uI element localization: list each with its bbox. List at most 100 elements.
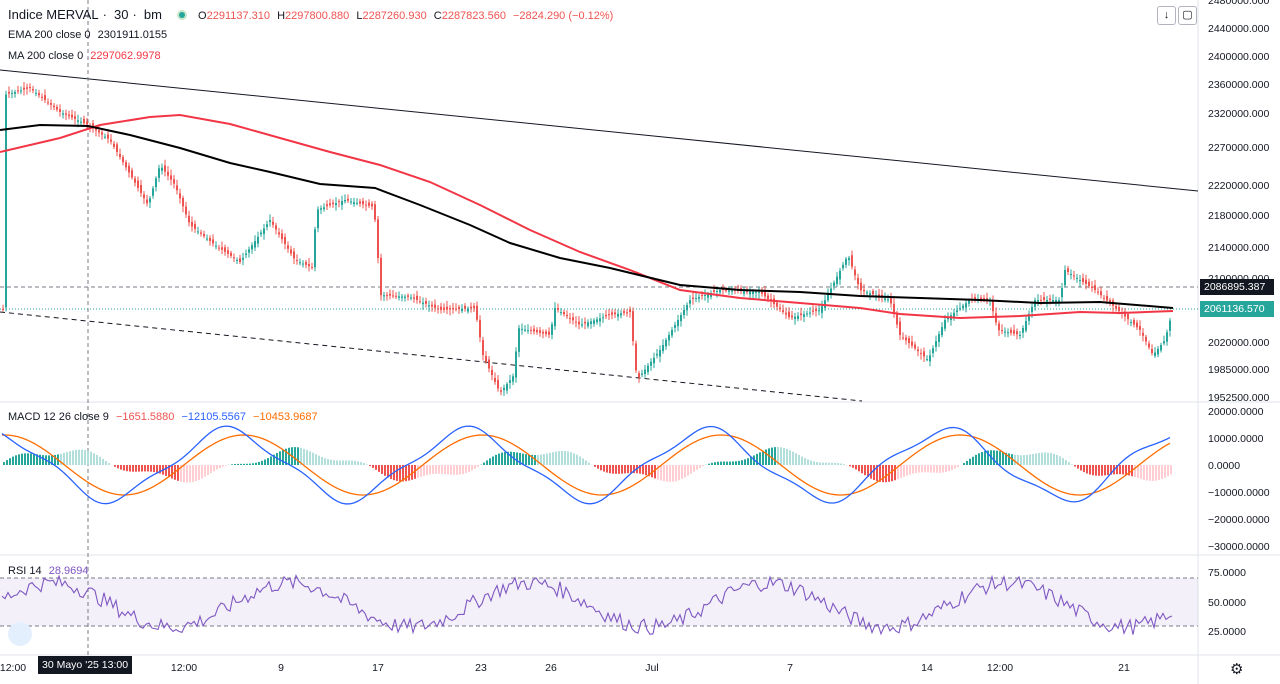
macd-histogram-bar: [879, 465, 881, 482]
candle-body: [71, 114, 73, 118]
macd-histogram-bar: [306, 449, 308, 465]
candle-body: [665, 340, 667, 347]
macd-axis-label: −20000.0000: [1208, 514, 1270, 526]
candle-body: [146, 199, 148, 204]
macd-histogram-bar: [927, 465, 929, 473]
candle-body: [266, 224, 268, 228]
ma-legend[interactable]: MA 200 close 0 2297062.9978: [8, 50, 165, 62]
candle-body: [143, 194, 145, 199]
candle-body: [2, 308, 4, 310]
macd-histogram-bar: [981, 452, 983, 465]
ema-legend[interactable]: EMA 200 close 0 2301911.0155: [8, 29, 171, 41]
candle-body: [404, 296, 406, 299]
candle-body: [638, 373, 640, 378]
candle-body: [761, 291, 763, 294]
macd-histogram-bar: [168, 465, 170, 478]
candle-body: [899, 321, 901, 335]
candle-body: [209, 237, 211, 241]
candle-body: [314, 229, 316, 268]
ohlc-c-label: C: [433, 10, 442, 22]
candle-body: [173, 179, 175, 184]
rsi-axis-label: 25.0000: [1208, 626, 1246, 638]
macd-histogram-bar: [357, 461, 359, 465]
interval[interactable]: 30: [113, 7, 129, 22]
candle-body: [605, 314, 607, 317]
macd-histogram-bar: [327, 459, 329, 465]
macd-histogram-bar: [345, 460, 347, 465]
candle-body: [167, 171, 169, 176]
gear-icon[interactable]: ⚙: [1230, 661, 1244, 678]
candle-body: [377, 219, 379, 258]
candle-body: [617, 313, 619, 317]
macd-histogram-bar: [816, 462, 818, 465]
candle-body: [449, 308, 451, 310]
fullscreen-icon: ▢: [1182, 9, 1193, 21]
candle-body: [677, 320, 679, 327]
macd-histogram-bar: [270, 456, 272, 465]
macd-histogram-bar: [486, 460, 488, 465]
candle-body: [158, 168, 160, 178]
macd-histogram-bar: [1125, 465, 1127, 475]
macd-histogram-bar: [150, 465, 152, 472]
candle-body: [500, 390, 502, 392]
time-axis-label: 7: [787, 662, 793, 674]
macd-histogram-bar: [858, 465, 860, 472]
macd-histogram-bar: [201, 465, 203, 479]
download-button[interactable]: ↓: [1157, 6, 1176, 25]
macd-histogram-bar: [1128, 465, 1130, 476]
candle-body: [302, 263, 304, 265]
symbol-name[interactable]: Indice MERVAL: [8, 7, 99, 22]
macd-histogram-bar: [1161, 465, 1163, 480]
macd-histogram-bar: [1047, 452, 1049, 465]
candle-body: [842, 264, 844, 269]
candle-body: [812, 310, 814, 312]
rsi-axis-label: 75.0000: [1208, 567, 1246, 579]
macd-histogram-bar: [642, 465, 644, 475]
candle-body: [110, 139, 112, 142]
macd-histogram-bar: [18, 454, 20, 465]
macd-histogram-bar: [441, 465, 443, 474]
candle-body: [572, 317, 574, 321]
candle-body: [161, 167, 163, 171]
ohlc-l-label: L: [356, 10, 363, 22]
candle-body: [317, 209, 319, 229]
macd-histogram-bar: [483, 462, 485, 465]
candle-body: [62, 113, 64, 115]
candle-body: [38, 93, 40, 96]
candle-body: [359, 201, 361, 204]
candle-body: [701, 295, 703, 297]
candle-body: [254, 241, 256, 248]
candle-body: [803, 314, 805, 318]
rsi-legend[interactable]: RSI 14 28.9694: [8, 565, 92, 577]
macd-histogram-bar: [144, 465, 146, 472]
fullscreen-button[interactable]: ▢: [1178, 6, 1197, 25]
candle-body: [1085, 279, 1087, 284]
macd-histogram-bar: [1122, 465, 1124, 475]
macd-histogram-bar: [165, 465, 167, 476]
macd-histogram-bar: [774, 447, 776, 465]
tv-logo-icon[interactable]: [8, 622, 32, 646]
macd-axis-label: 0.0000: [1208, 460, 1240, 472]
candle-body: [485, 355, 487, 362]
macd-histogram-bar: [645, 465, 647, 476]
candle-body: [365, 204, 367, 206]
macd-axis-label: −30000.0000: [1208, 541, 1270, 553]
macd-legend[interactable]: MACD 12 26 close 9 −1651.5880 −12105.556…: [8, 411, 322, 423]
ohlc-h-value: 2297800.880: [285, 10, 350, 22]
macd-histogram-bar: [537, 454, 539, 465]
macd-histogram-bar: [675, 465, 677, 482]
ma-label: MA 200 close 0: [8, 50, 84, 62]
macd-histogram-bar: [669, 465, 671, 482]
candle-body: [749, 291, 751, 295]
candle-body: [290, 249, 292, 254]
macd-histogram-bar: [915, 465, 917, 473]
rsi-label: RSI 14: [8, 565, 42, 577]
macd-histogram-bar: [1056, 454, 1058, 465]
candle-body: [131, 170, 133, 178]
candle-body: [764, 291, 766, 297]
candle-body: [629, 309, 631, 312]
candle-body: [14, 92, 16, 94]
candle-body: [797, 315, 799, 319]
candle-body: [680, 315, 682, 322]
